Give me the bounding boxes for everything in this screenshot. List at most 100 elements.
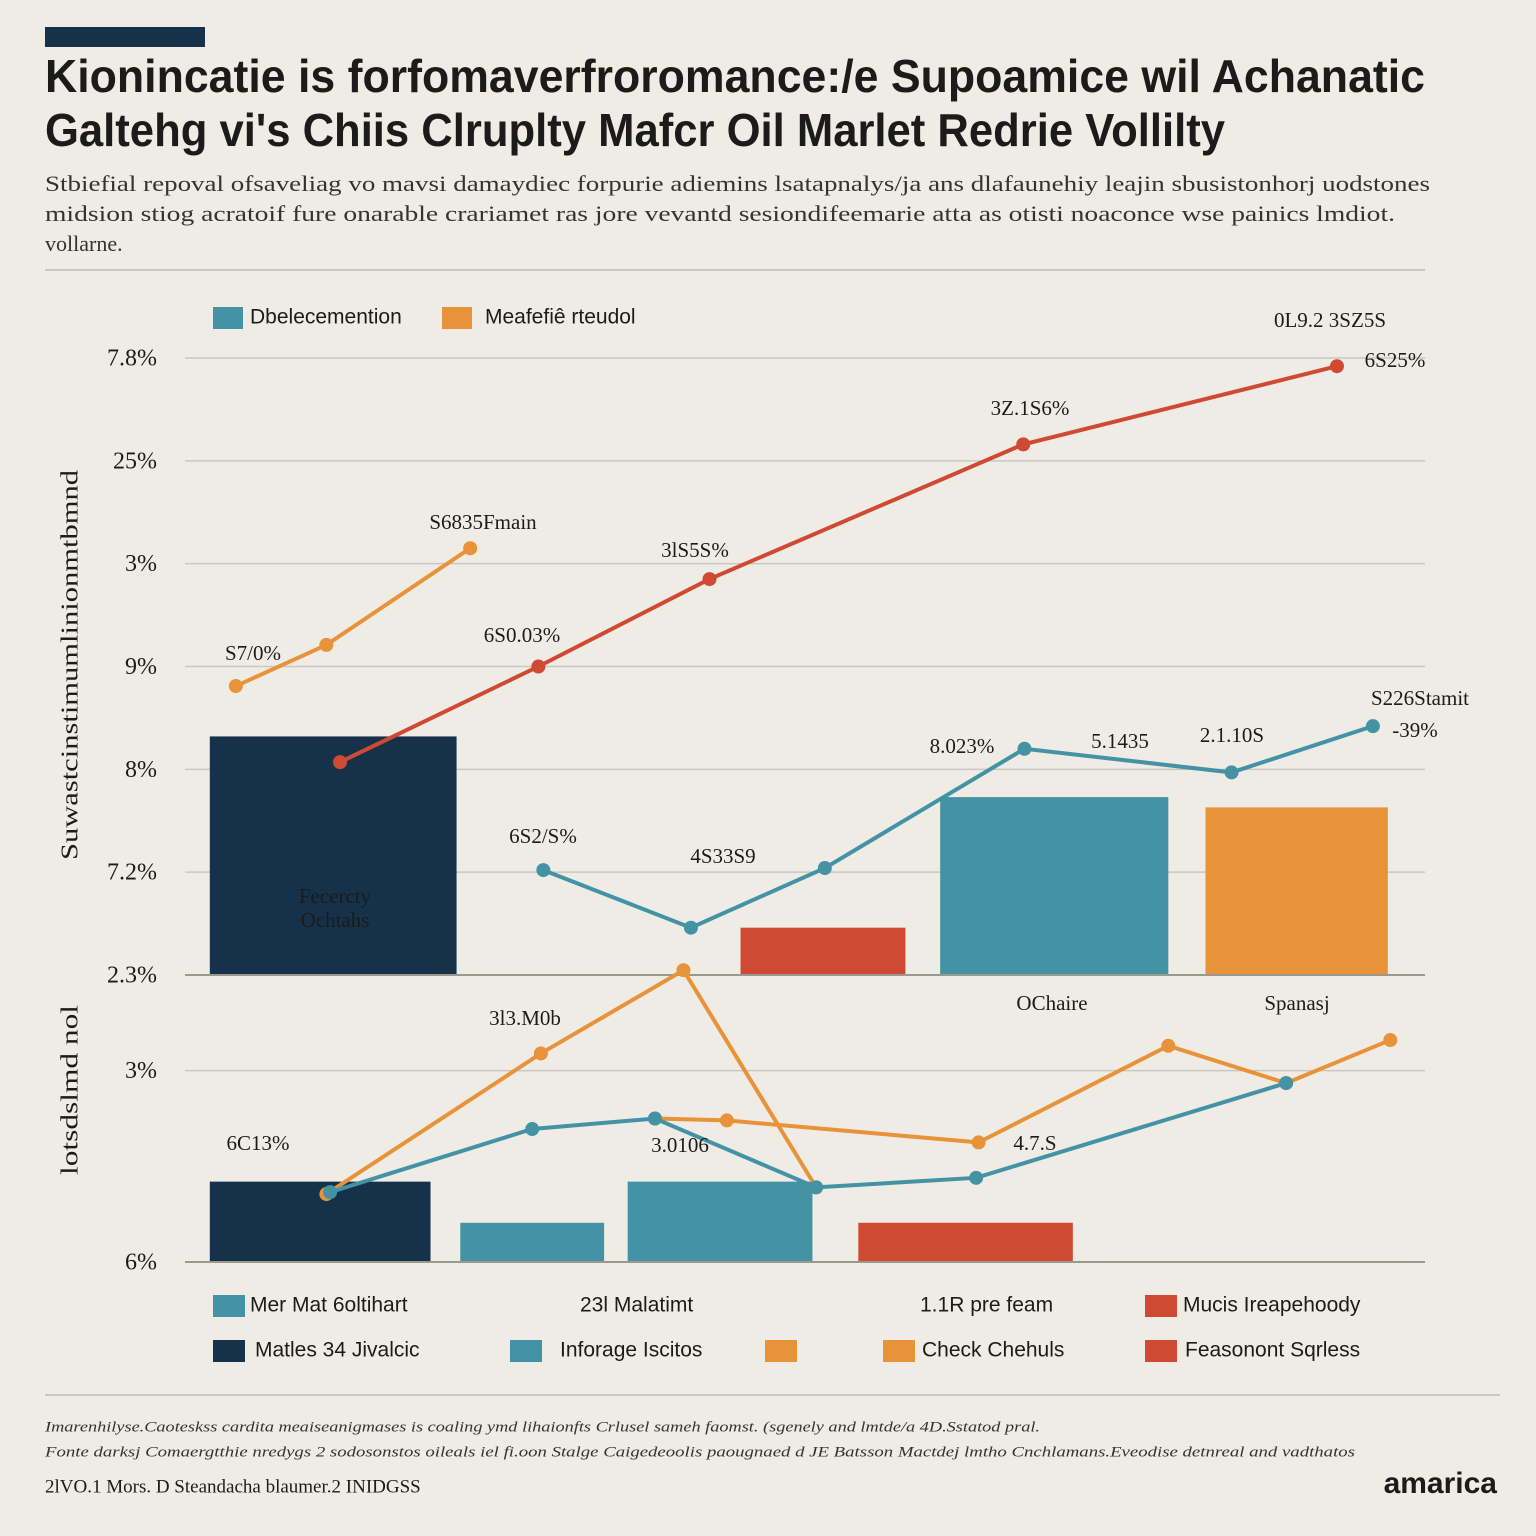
legend-swatch	[213, 307, 243, 329]
y-tick-label: 3%	[125, 551, 157, 577]
point	[536, 863, 551, 878]
annotation: -39%	[1392, 718, 1438, 742]
point	[702, 572, 717, 587]
y-tick-label: 8%	[125, 757, 157, 783]
annotation: 4.7.S	[1013, 1131, 1056, 1155]
line	[542, 724, 1374, 930]
legend-label: Mer Mat 6oltihart	[250, 1294, 408, 1317]
point	[463, 541, 478, 556]
legend-swatch	[765, 1340, 797, 1362]
y-tick-label: 3%	[125, 1058, 157, 1084]
annotation: S226Stamit	[1371, 686, 1469, 710]
point	[809, 1180, 824, 1195]
legend-label: 1.1R pre feam	[920, 1294, 1053, 1317]
line	[654, 1038, 1392, 1145]
annotation: Fecercty	[299, 884, 372, 908]
y-tick-label: 25%	[113, 448, 157, 474]
point	[319, 637, 334, 652]
annotation: 6S0.03%	[484, 623, 560, 647]
footnote: Fonte darksj Comaergtthie nredygs 2 sodo…	[44, 1444, 1355, 1460]
legend-swatch	[213, 1295, 245, 1317]
legend-label: 23l Malatimt	[580, 1294, 693, 1317]
y-tick-label: 2.3%	[107, 963, 157, 989]
point	[1365, 719, 1380, 734]
annotation: 6S25%	[1365, 348, 1426, 372]
legend-label: Dbelecemention	[250, 306, 402, 329]
point	[969, 1170, 984, 1185]
point	[817, 861, 832, 876]
legend-label: Mucis Ireapehoody	[1183, 1294, 1361, 1317]
logo: amarica	[1384, 1467, 1498, 1500]
annotation: 4S33S9	[690, 844, 755, 868]
point	[531, 659, 546, 674]
legend-label: Meafefiê rteudol	[485, 306, 636, 329]
point	[525, 1122, 540, 1137]
annotation: 3Z.1S6%	[991, 396, 1070, 420]
subtitle: vollarne.	[45, 231, 123, 256]
legend-swatch	[510, 1340, 542, 1362]
credit: 2lVO.1 Mors. D Steandacha blaumer.2 INID…	[45, 1476, 421, 1497]
subtitle: midsion stiog acratoif fure onarable cra…	[45, 201, 1395, 226]
y-tick-label: 7.2%	[107, 860, 157, 886]
annotation: OChaire	[1016, 991, 1087, 1015]
legend-label: Feasonont Sqrless	[1185, 1339, 1360, 1362]
bar	[460, 1222, 605, 1262]
annotation: 6S2/S%	[509, 824, 577, 848]
point	[1016, 437, 1031, 452]
annotation: 3l3.M0b	[489, 1006, 561, 1030]
point	[333, 755, 347, 770]
annotation: 8.023%	[930, 734, 995, 758]
point	[228, 679, 243, 694]
point	[971, 1135, 986, 1150]
bar	[1205, 807, 1388, 975]
y-tick-label: 7.8%	[107, 346, 157, 372]
legend-label: Inforage Iscitos	[560, 1339, 702, 1362]
title: Kionincatie is forfomaverfroromance:/e S…	[45, 50, 1425, 102]
point	[1224, 765, 1239, 780]
annotation: Spanasj	[1264, 991, 1329, 1015]
point	[1161, 1038, 1176, 1053]
point	[683, 920, 698, 935]
annotation: 0L9.2 3SZ5S	[1274, 308, 1386, 332]
point	[533, 1046, 548, 1061]
legend-swatch	[442, 307, 472, 329]
legend-swatch	[1145, 1295, 1177, 1317]
annotation: Ochtahs	[301, 908, 370, 932]
legend-swatch	[213, 1340, 245, 1362]
y-axis-title: lotsdslmd nol	[58, 1005, 84, 1175]
annotation: 5.1435	[1091, 729, 1149, 753]
bar	[858, 1222, 1073, 1262]
bar	[209, 736, 457, 975]
line	[325, 967, 818, 1196]
point	[1279, 1076, 1294, 1091]
point	[323, 1185, 338, 1200]
header-accent	[45, 27, 205, 47]
legend-swatch	[1145, 1340, 1177, 1362]
y-tick-label: 6%	[125, 1250, 157, 1276]
bar	[940, 797, 1169, 975]
annotation: 3lS5S%	[661, 538, 729, 562]
title: Galtehg vi's Chiis Clruplty Mafcr Oil Ma…	[45, 104, 1225, 156]
annotation: S7/0%	[225, 641, 281, 665]
point	[647, 1111, 662, 1126]
line	[235, 546, 472, 688]
y-tick-label: 9%	[125, 654, 157, 680]
y-axis-title: Suwastcinstimumlinionmtbmnd	[58, 470, 84, 860]
subtitle: Stbiefial repoval ofsaveliag vo mavsi da…	[45, 171, 1430, 196]
legend-swatch	[883, 1340, 915, 1362]
point	[1017, 741, 1032, 756]
bar	[627, 1181, 813, 1262]
point	[719, 1113, 734, 1128]
annotation: 6C13%	[227, 1131, 290, 1155]
annotation: S6835Fmain	[429, 510, 537, 534]
legend-label: Check Chehuls	[922, 1339, 1064, 1362]
annotation: 3.0106	[651, 1133, 709, 1157]
annotation: 2.1.10S	[1200, 723, 1264, 747]
line	[329, 1081, 1287, 1195]
bar	[740, 927, 906, 975]
point	[676, 963, 691, 978]
point	[1383, 1033, 1398, 1048]
point	[1329, 359, 1344, 374]
